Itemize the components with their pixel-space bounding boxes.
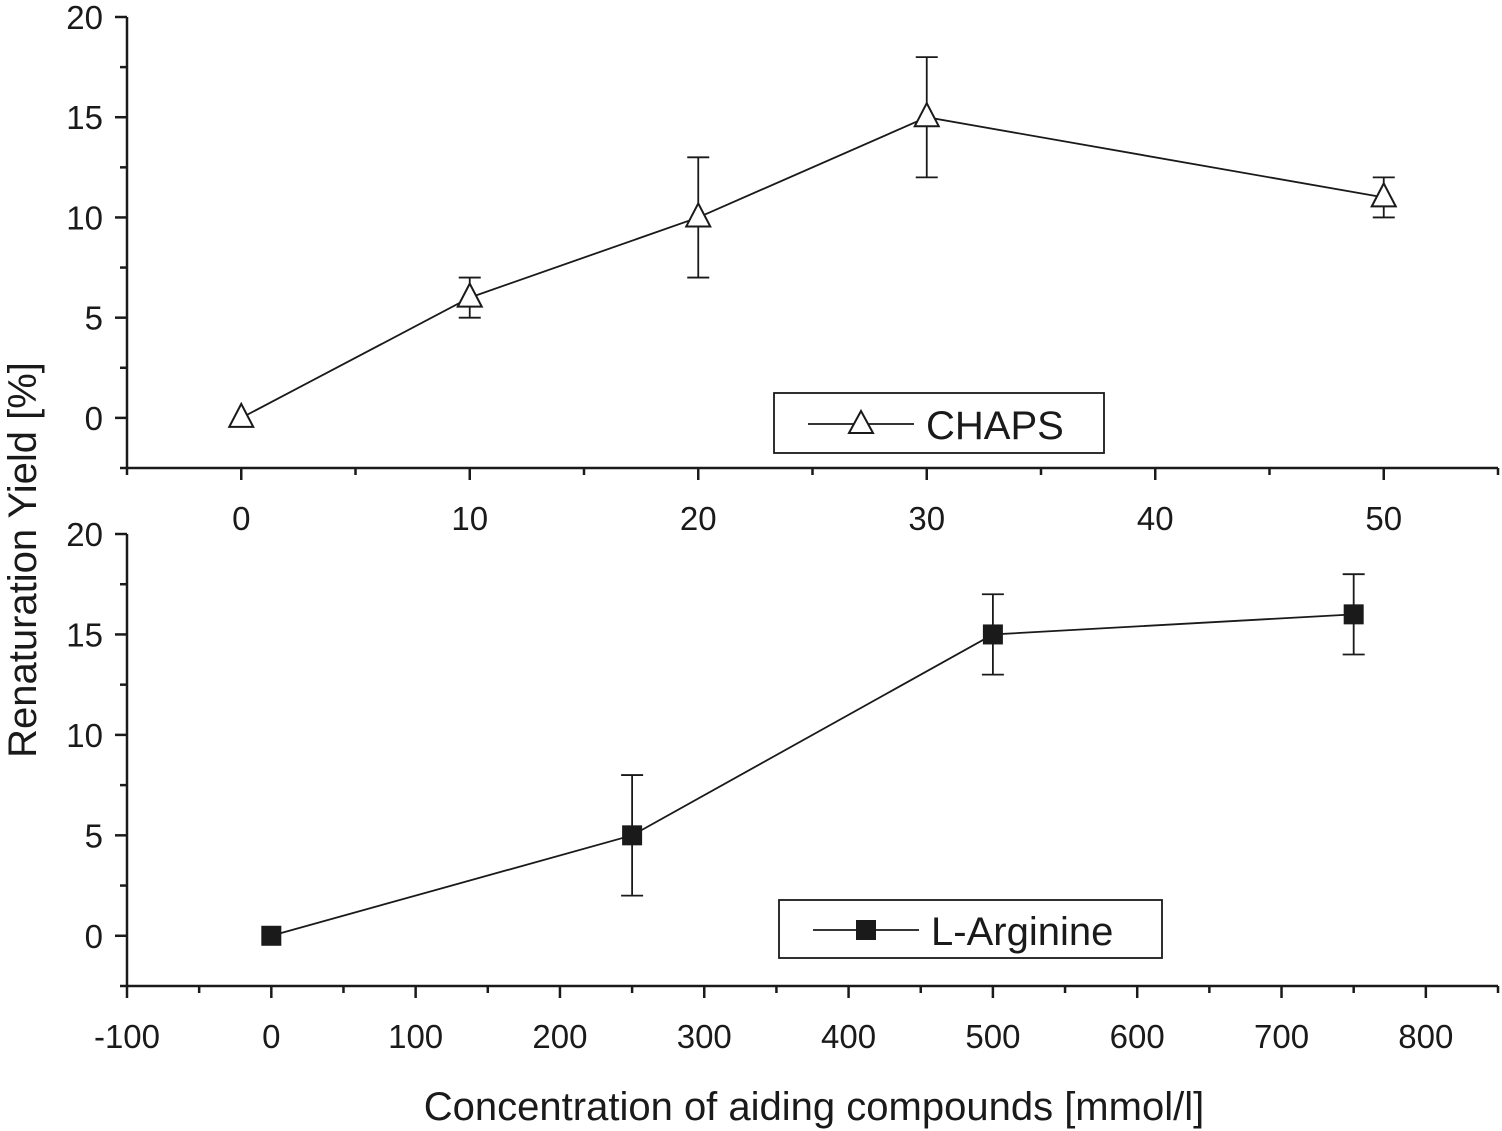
x-tick-label: 10 — [451, 500, 488, 537]
y-tick-label: 15 — [66, 99, 103, 136]
x-tick-label: 30 — [908, 500, 945, 537]
x-tick-label: 300 — [677, 1018, 732, 1055]
y-axis-title: Renaturation Yield [%] — [1, 362, 45, 758]
x-axis-title: Concentration of aiding compounds [mmol/… — [424, 1085, 1204, 1129]
legend-box — [773, 392, 1105, 454]
data-point-marker — [227, 401, 255, 428]
y-tick-label: 5 — [85, 300, 103, 337]
data-point-marker — [456, 281, 484, 308]
y-tick-label: 10 — [66, 199, 103, 236]
legend-marker — [847, 408, 875, 434]
x-tick-label: 600 — [1110, 1018, 1165, 1055]
legend: L-Arginine — [778, 899, 1163, 959]
series-line-l-arginine — [271, 613, 1354, 937]
data-point-marker — [261, 925, 282, 946]
data-point-marker — [982, 624, 1003, 645]
data-point-marker — [622, 825, 643, 846]
data-point-marker — [684, 201, 712, 228]
legend-label: CHAPS — [926, 404, 1064, 448]
series-line-chaps — [240, 116, 1384, 419]
y-tick-label: 20 — [66, 516, 103, 553]
x-tick-label: 700 — [1254, 1018, 1309, 1055]
x-tick-label: 100 — [388, 1018, 443, 1055]
x-tick-label: 500 — [965, 1018, 1020, 1055]
y-tick-label: 0 — [85, 918, 103, 955]
legend: CHAPS — [773, 392, 1105, 454]
legend-box — [778, 899, 1163, 959]
panel-1: 0 5 10 15 20 0 10 20 30 40 50 CHAPS — [66, 0, 1500, 537]
data-point-marker — [913, 101, 941, 128]
y-tick-label: 0 — [85, 400, 103, 437]
x-tick-label: 0 — [262, 1018, 280, 1055]
x-tick-label: -100 — [94, 1018, 160, 1055]
y-tick-label: 5 — [85, 817, 103, 854]
y-tick-label: 20 — [66, 0, 103, 36]
legend-label: L-Arginine — [931, 910, 1113, 954]
x-tick-label: 20 — [680, 500, 717, 537]
data-point-marker — [1343, 604, 1364, 625]
legend-marker — [856, 920, 876, 940]
x-tick-label: 800 — [1398, 1018, 1453, 1055]
y-tick-label: 15 — [66, 616, 103, 653]
x-tick-label: 50 — [1365, 500, 1402, 537]
x-tick-label: 0 — [232, 500, 250, 537]
panel-2: 0 5 10 15 20 -100 0 100 200 300 400 500 600 700 800 L-A… — [66, 516, 1500, 1055]
x-tick-label: 40 — [1137, 500, 1174, 537]
x-tick-label: 200 — [532, 1018, 587, 1055]
data-point-marker — [1370, 181, 1398, 208]
x-tick-label: 400 — [821, 1018, 876, 1055]
y-tick-label: 10 — [66, 717, 103, 754]
